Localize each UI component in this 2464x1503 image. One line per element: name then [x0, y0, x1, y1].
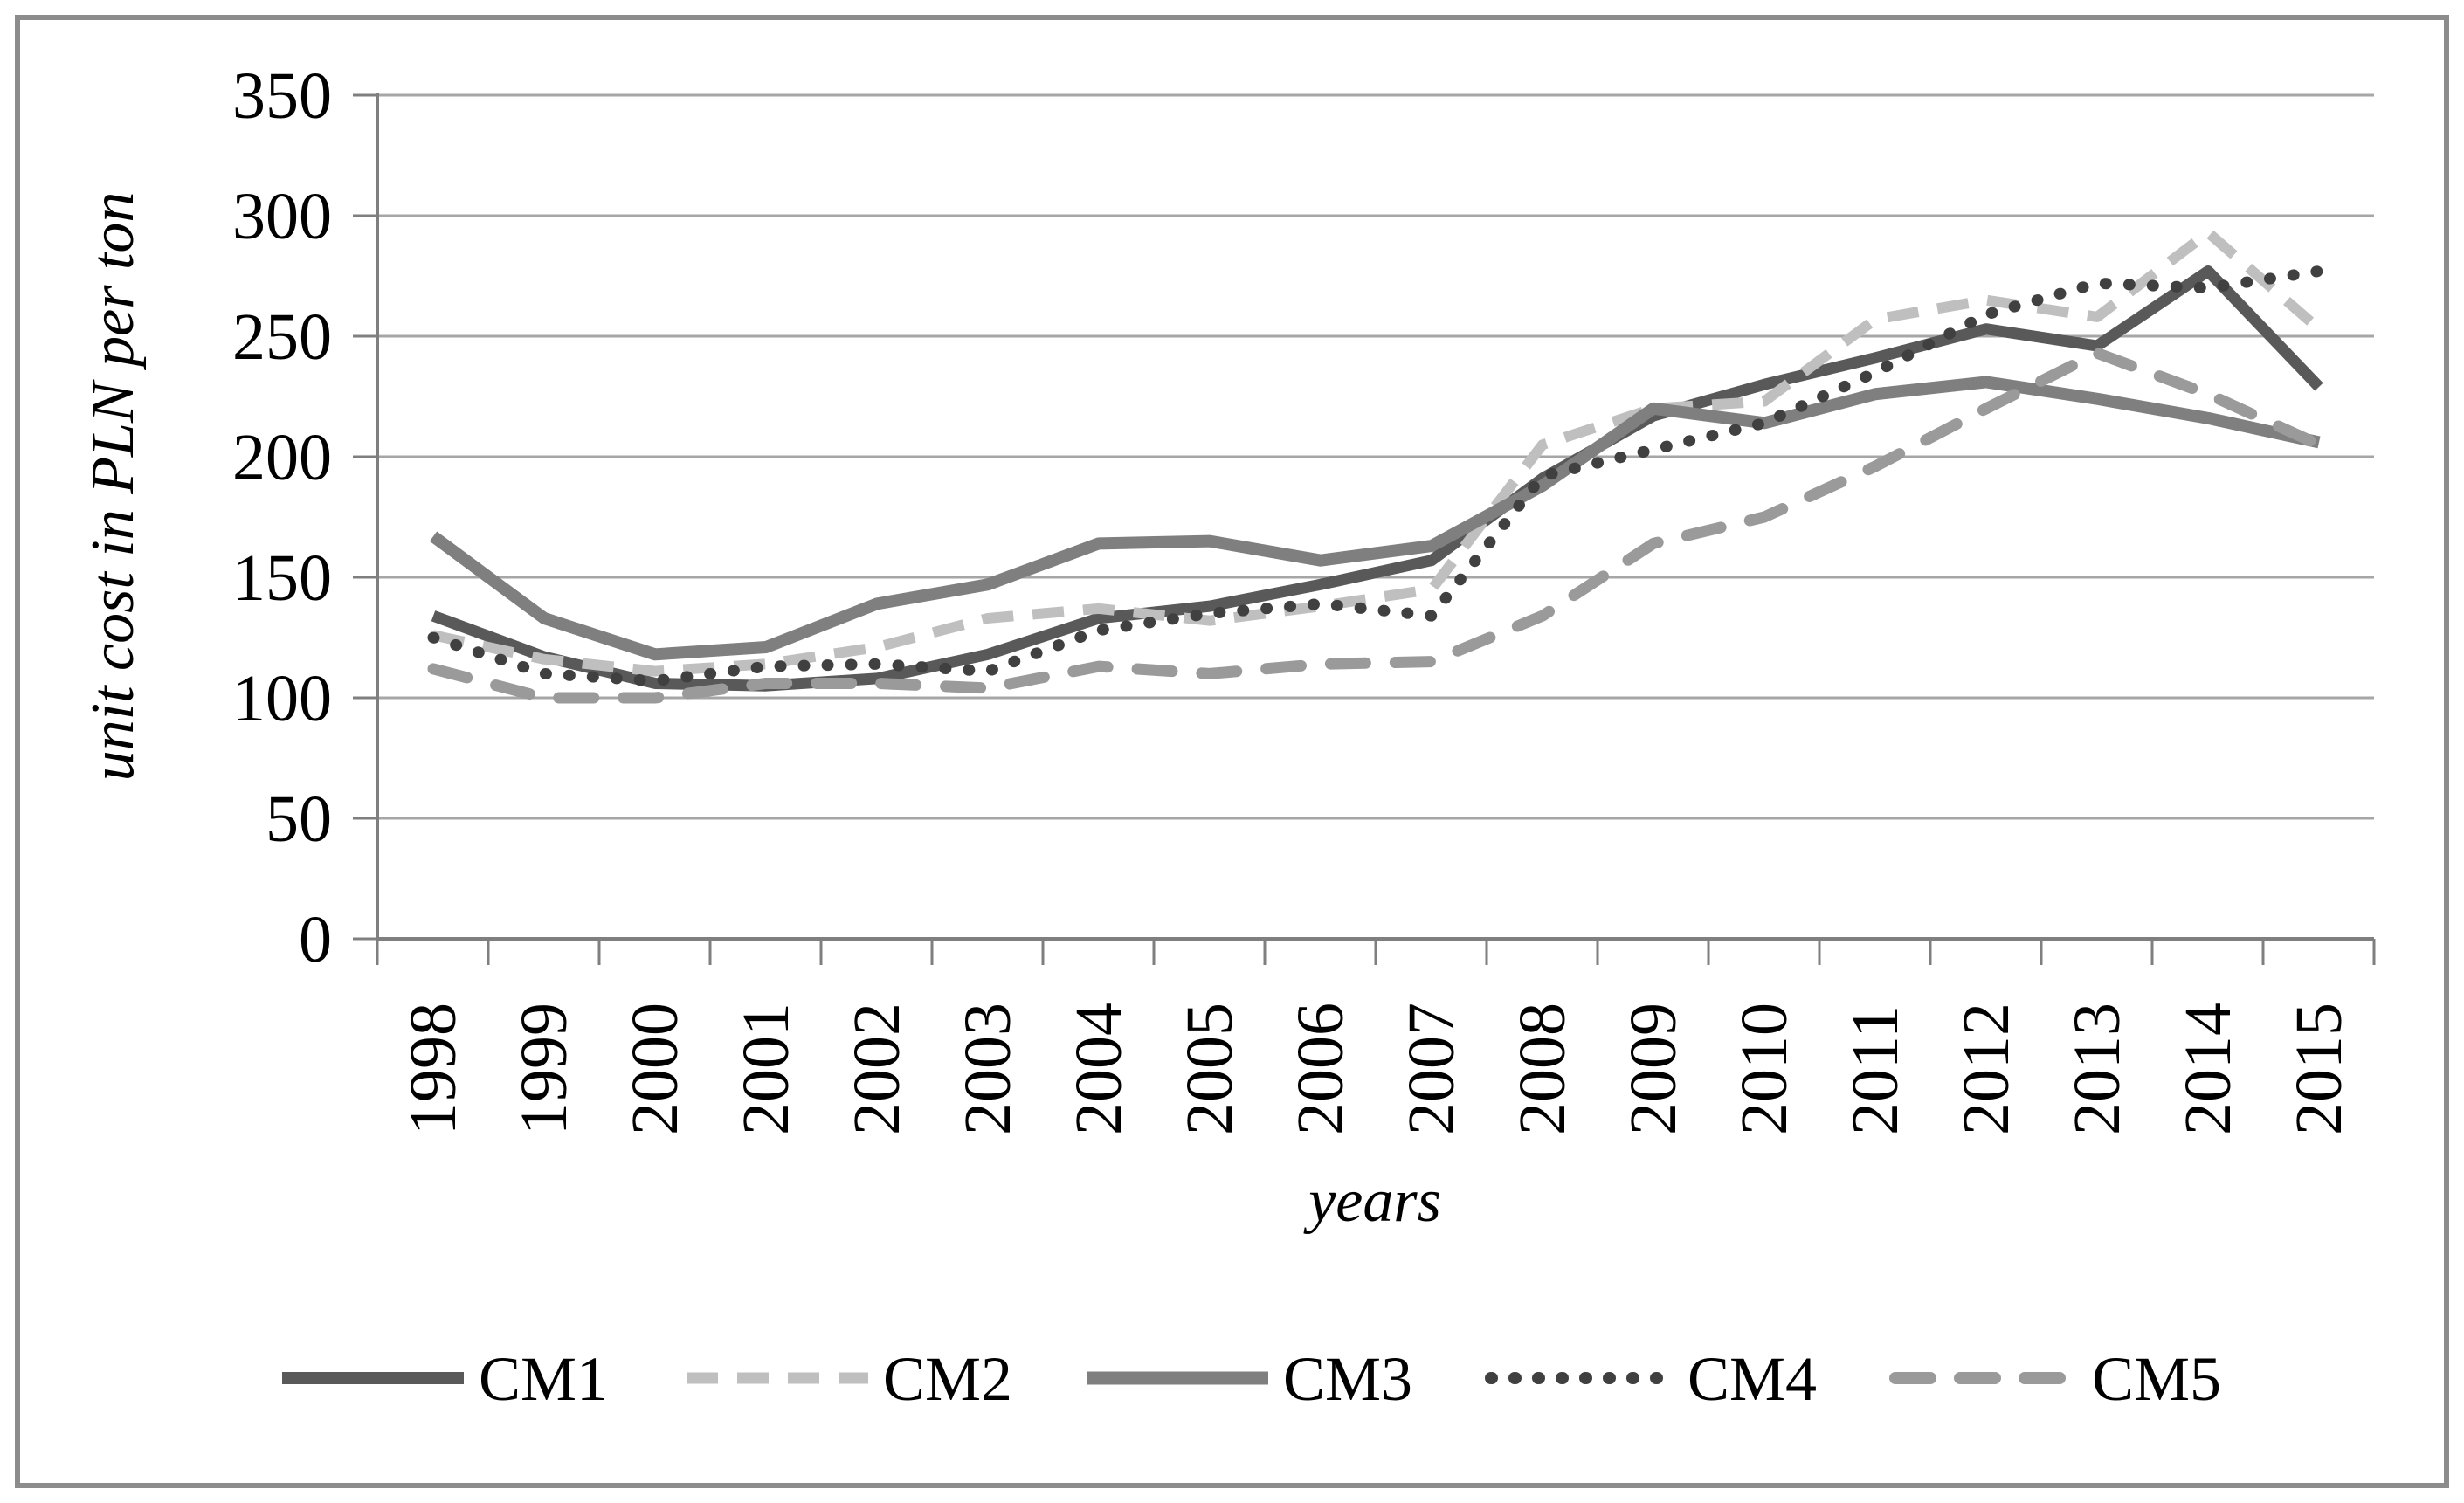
legend-label-cm3: CM3	[1283, 1344, 1412, 1414]
series-line-cm2	[431, 227, 2323, 677]
x-tick-label: 2004	[1062, 1003, 1135, 1135]
y-tick-label: 50	[266, 783, 332, 856]
series-line-cm5	[427, 347, 2325, 704]
x-tick-label: 2000	[618, 1003, 692, 1135]
y-axis-title: unit cost in PLN per ton	[79, 192, 147, 782]
x-tick-label: 2008	[1506, 1003, 1579, 1135]
x-tick-label: 2009	[1617, 1003, 1690, 1135]
x-tick-label: 2003	[951, 1003, 1025, 1135]
x-tick-label: 2014	[2171, 1003, 2245, 1135]
y-tick-label: 350	[232, 59, 332, 133]
x-tick-label: 2007	[1395, 1003, 1468, 1135]
series-line-cm3	[429, 376, 2321, 661]
x-tick-label: 2002	[840, 1003, 914, 1135]
x-tick-label: 1999	[507, 1003, 581, 1135]
x-tick-label: 2013	[2060, 1003, 2134, 1135]
legend-label-cm4: CM4	[1688, 1344, 1817, 1414]
x-tick-label: 2012	[1950, 1003, 2023, 1135]
axes	[353, 93, 2376, 965]
x-tick-label: 2015	[2282, 1003, 2356, 1135]
x-tick-label: 1998	[397, 1003, 470, 1135]
y-tick-label: 0	[299, 903, 332, 976]
legend-label-cm2: CM2	[883, 1344, 1012, 1414]
legend-label-cm5: CM5	[2092, 1344, 2221, 1414]
x-tick-label: 2005	[1173, 1003, 1246, 1135]
y-tick-label: 300	[232, 180, 332, 253]
y-tick-label: 250	[232, 300, 332, 374]
y-tick-label: 100	[232, 662, 332, 735]
x-tick-label: 2010	[1728, 1003, 1801, 1135]
y-tick-label: 200	[232, 421, 332, 494]
x-tick-label: 2011	[1839, 1005, 1912, 1135]
x-tick-label: 2001	[729, 1003, 803, 1135]
chart-border	[15, 15, 2449, 1488]
x-axis-title: years	[1303, 1168, 1441, 1235]
x-tick-label: 2006	[1284, 1003, 1357, 1135]
y-tick-label: 150	[232, 541, 332, 615]
legend: CM1 CM2 CM3 CM4 CM5	[282, 1344, 2221, 1414]
legend-label-cm1: CM1	[479, 1344, 608, 1414]
